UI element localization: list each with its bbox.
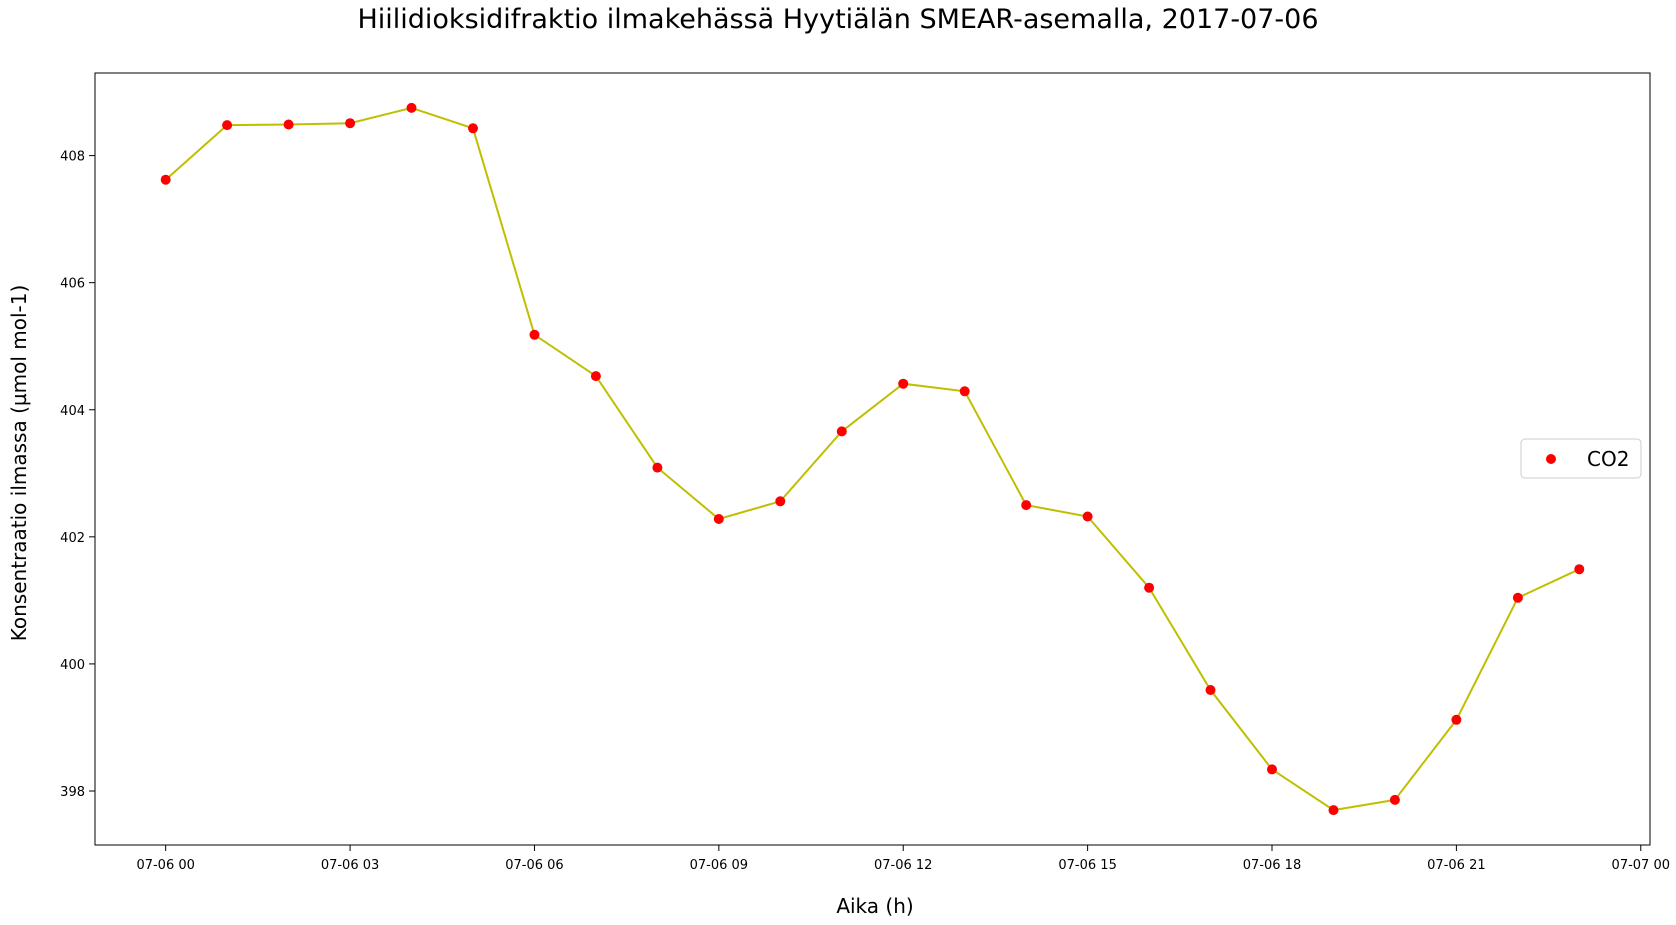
legend-label-co2: CO2	[1587, 447, 1629, 471]
y-tick-label: 406	[60, 277, 85, 292]
data-point-co2	[468, 123, 478, 134]
series-line-co2	[165, 106, 1580, 812]
data-point-co2	[836, 426, 847, 437]
data-point-co2	[1144, 582, 1155, 593]
data-point-co2	[1451, 714, 1462, 725]
data-point-co2	[1328, 805, 1339, 816]
data-point-co2	[529, 329, 540, 340]
data-point-co2	[283, 119, 294, 130]
legend-box	[1520, 438, 1642, 479]
data-point-co2	[898, 378, 909, 389]
y-tick-label: 398	[60, 785, 85, 800]
y-axis-label: Konsentraatio ilmassa (µmol mol-1)	[7, 285, 31, 641]
y-tick-label: 404	[60, 404, 85, 419]
data-point-co2	[713, 514, 724, 524]
data-point-co2	[345, 118, 356, 129]
data-point-co2	[1267, 764, 1277, 775]
x-tick-label: 07-07 00	[1612, 858, 1670, 873]
data-point-co2	[652, 462, 663, 473]
data-point-co2	[406, 102, 417, 113]
chart-title: Hiilidioksidifraktio ilmakehässä Hyytiäl…	[357, 4, 1319, 35]
data-point-co2	[775, 496, 786, 507]
x-tick-label: 07-06 18	[1243, 858, 1301, 873]
data-point-co2	[222, 120, 233, 131]
x-tick-label: 07-06 12	[874, 858, 932, 873]
x-tick-label: 07-06 06	[505, 858, 563, 873]
x-tick-label: 07-06 00	[136, 858, 194, 873]
y-tick-label: 400	[60, 658, 85, 673]
y-tick-label: 402	[60, 531, 85, 546]
data-point-co2	[160, 174, 171, 185]
x-tick-label: 07-06 21	[1427, 858, 1485, 873]
x-tick-label: 07-06 09	[690, 858, 748, 873]
legend: CO2	[1520, 438, 1642, 479]
data-point-co2	[1205, 685, 1216, 695]
y-tick-label: 408	[60, 150, 85, 165]
data-point-co2	[1512, 592, 1523, 603]
data-point-co2	[1574, 564, 1585, 575]
x-axis-label: Aika (h)	[836, 894, 913, 918]
plot-area-frame	[94, 72, 1651, 846]
x-tick-label: 07-06 03	[321, 858, 379, 873]
data-point-co2	[1389, 794, 1400, 805]
data-point-co2	[1082, 511, 1093, 522]
legend-marker-co2	[1546, 454, 1556, 464]
data-point-co2	[590, 371, 601, 382]
x-tick-label: 07-06 15	[1058, 858, 1116, 873]
data-point-co2	[959, 386, 970, 397]
data-point-co2	[1021, 500, 1032, 511]
axis-ticks: 07-06 00 07-06 03 07-06 06 07-06 09 07-06 12…	[60, 150, 1670, 873]
series-co2	[160, 102, 1585, 816]
